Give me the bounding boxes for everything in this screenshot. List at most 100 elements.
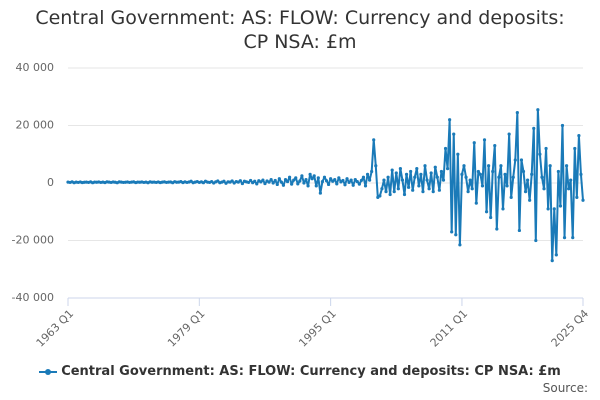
data-point [277,177,281,181]
data-point [542,187,546,191]
data-point [382,178,386,182]
data-point [472,141,476,145]
data-point [499,164,503,168]
x-tick-label: 1963 Q1 [34,307,77,350]
data-point [431,190,435,194]
data-point [564,164,569,168]
data-point [567,187,571,191]
data-point [460,172,464,176]
data-point [396,187,400,191]
data-point [386,175,390,179]
data-point [427,187,431,191]
y-tick-label: 40 000 [16,61,55,74]
data-point [421,190,425,194]
data-point [304,177,308,182]
data-point [285,179,290,184]
data-point [318,191,322,195]
data-point [503,172,507,176]
data-point [343,183,347,187]
data-point [388,192,392,197]
data-point [308,172,312,176]
data-point [292,178,296,182]
data-point [255,182,259,186]
data-point [419,172,423,176]
data-point [355,179,359,184]
data-point [246,180,251,185]
y-tick-label: -20 000 [12,234,54,247]
data-point [528,198,532,202]
data-point [406,185,411,189]
data-point [478,172,483,176]
data-point [448,118,452,122]
data-point [452,132,456,136]
data-point [351,183,355,187]
data-point [300,174,304,178]
data-point [279,180,283,184]
data-point [372,138,376,142]
x-tick-label: 2011 Q1 [428,307,471,350]
legend[interactable]: Central Government: AS: FLOW: Currency a… [0,364,600,379]
data-point [552,207,556,211]
data-point [454,233,458,237]
data-point [515,110,519,115]
data-point [482,138,487,142]
data-point [294,176,298,180]
data-point [404,172,409,176]
data-point [263,181,267,186]
data-point [273,178,277,183]
source: Source: [542,381,588,395]
data-point [487,164,491,168]
data-point [493,144,497,148]
data-point [269,177,273,182]
data-point [497,175,501,179]
data-point [298,179,302,183]
data-point [316,176,320,180]
data-point [275,182,279,187]
data-point [392,190,396,194]
data-point [435,175,439,179]
data-point [546,207,550,211]
data-point [437,188,441,192]
data-point [501,207,505,211]
data-point [347,180,351,185]
data-point [569,178,573,182]
data-point [468,178,472,182]
data-point [312,174,316,178]
data-point [509,195,513,199]
data-point [517,228,521,233]
data-point [267,180,271,184]
data-point [415,167,419,171]
data-point [456,152,460,156]
data-point [554,253,558,257]
data-point [335,182,339,186]
data-point [333,177,337,182]
data-point [281,183,286,187]
data-point [230,179,234,183]
data-point [523,190,528,194]
y-tick-label: 0 [47,176,54,189]
data-point [400,178,405,182]
data-point [413,175,417,179]
data-point [261,178,265,182]
data-point [425,178,429,182]
data-point [581,198,585,202]
data-point [513,158,517,162]
data-point [253,179,257,183]
data-point [562,236,567,240]
data-point [357,182,361,186]
data-point [476,169,480,174]
data-point [560,123,565,128]
x-tick-label: 1995 Q1 [296,307,339,350]
data-point [222,179,226,183]
data-point [368,178,372,182]
data-point [466,190,470,194]
x-tick-label: 1979 Q1 [165,307,208,350]
data-point [511,175,515,179]
data-point [575,195,579,199]
data-point [484,210,489,214]
data-point [526,178,530,182]
data-point [271,181,275,185]
data-point [577,133,581,138]
data-point [532,126,536,130]
